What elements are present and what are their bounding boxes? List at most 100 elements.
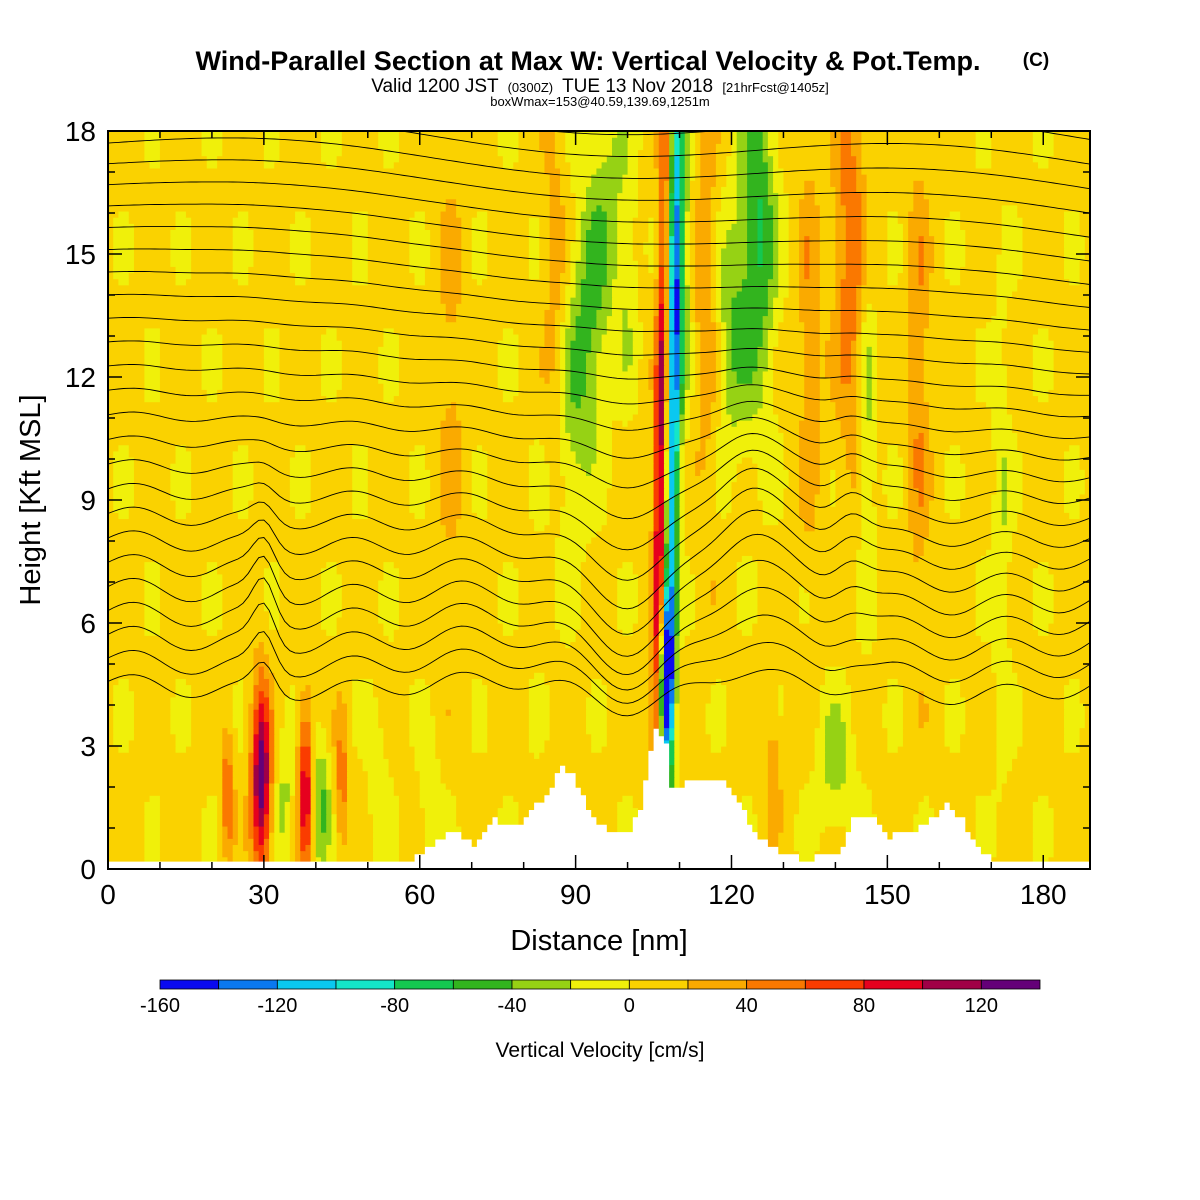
velocity-cell: [799, 303, 821, 310]
velocity-cell: [580, 309, 598, 317]
velocity-cell: [767, 782, 779, 790]
velocity-cell: [269, 832, 275, 839]
velocity-cell: [695, 450, 707, 458]
velocity-cell: [591, 223, 608, 230]
velocity-cell: [778, 702, 785, 710]
velocity-cell: [710, 278, 717, 286]
velocity-cell: [819, 346, 826, 353]
velocity-cell: [159, 383, 203, 390]
velocity-cell: [518, 623, 556, 630]
velocity-cell: [674, 444, 681, 452]
velocity-cell: [663, 604, 670, 612]
velocity-cell: [658, 506, 665, 513]
velocity-cell: [804, 370, 821, 378]
velocity-cell: [279, 782, 291, 790]
velocity-cell: [580, 235, 587, 243]
velocity-cell: [591, 536, 649, 544]
velocity-cell: [653, 340, 660, 347]
velocity-cell: [274, 739, 281, 747]
velocity-cell: [715, 389, 722, 397]
velocity-cell: [398, 856, 426, 864]
velocity-cell: [975, 395, 1008, 403]
velocity-cell: [669, 340, 675, 347]
velocity-cell: [721, 247, 748, 255]
velocity-cell: [586, 721, 608, 729]
velocity-cell: [528, 241, 540, 249]
velocity-cell: [934, 813, 977, 821]
velocity-cell: [1038, 629, 1050, 636]
velocity-cell: [928, 210, 951, 218]
velocity-cell: [913, 481, 925, 489]
velocity-cell: [1053, 383, 1090, 390]
velocity-cell: [487, 475, 530, 483]
velocity-cell: [819, 407, 837, 415]
velocity-cell: [279, 623, 322, 630]
velocity-cell: [487, 487, 530, 495]
velocity-cell: [876, 321, 909, 329]
velocity-cell: [736, 801, 753, 809]
velocity-cell: [341, 592, 379, 599]
velocity-cell: [326, 782, 333, 790]
velocity-cell: [679, 475, 686, 483]
velocity-cell: [269, 709, 275, 716]
velocity-cell: [606, 210, 618, 218]
velocity-cell: [456, 309, 546, 317]
velocity-cell: [783, 315, 800, 323]
velocity-cell: [341, 340, 384, 347]
velocity-cell: [461, 241, 473, 249]
velocity-cell: [310, 764, 317, 772]
velocity-cell: [1001, 241, 1024, 249]
velocity-cell: [658, 623, 665, 630]
velocity-cell: [965, 260, 998, 267]
velocity-cell: [565, 481, 613, 489]
velocity-cell: [845, 456, 857, 464]
velocity-cell: [1084, 235, 1090, 243]
velocity-cell: [274, 782, 281, 790]
velocity-cell: [497, 586, 520, 593]
velocity-cell: [840, 346, 852, 353]
velocity-cell: [487, 709, 530, 716]
velocity-cell: [263, 598, 281, 606]
velocity-cell: [679, 395, 686, 403]
velocity-cell: [310, 481, 353, 489]
velocity-cell: [440, 247, 462, 255]
velocity-cell: [710, 684, 727, 692]
velocity-cell: [653, 592, 660, 599]
velocity-cell: [243, 819, 249, 827]
velocity-cell: [632, 352, 644, 360]
velocity-cell: [591, 739, 608, 747]
velocity-cell: [871, 401, 878, 409]
velocity-cell: [663, 678, 670, 686]
velocity-cell: [269, 752, 275, 759]
velocity-cell: [1001, 463, 1008, 470]
velocity-cell: [191, 721, 234, 729]
velocity-cell: [617, 807, 639, 815]
velocity-cell: [565, 407, 598, 415]
velocity-cell: [710, 413, 722, 421]
velocity-cell: [856, 616, 878, 624]
velocity-cell: [840, 352, 852, 360]
velocity-cell: [528, 481, 551, 489]
velocity-cell: [788, 229, 800, 237]
velocity-cell: [191, 456, 234, 464]
velocity-cell: [679, 770, 769, 778]
velocity-cell: [975, 352, 1003, 360]
velocity-cell: [471, 487, 488, 495]
velocity-cell: [237, 838, 244, 845]
velocity-cell: [908, 290, 930, 298]
velocity-cell: [669, 456, 675, 464]
velocity-cell: [679, 592, 696, 599]
velocity-cell: [991, 438, 1018, 446]
velocity-cell: [648, 641, 655, 649]
velocity-cell: [430, 487, 442, 495]
velocity-cell: [658, 481, 665, 489]
velocity-cell: [128, 739, 177, 747]
velocity-cell: [430, 475, 442, 483]
velocity-cell: [617, 616, 639, 624]
velocity-cell: [347, 764, 364, 772]
velocity-cell: [835, 247, 847, 255]
velocity-cell: [253, 493, 291, 501]
velocity-cell: [461, 487, 473, 495]
velocity-cell: [170, 715, 192, 722]
velocity-cell: [663, 487, 670, 495]
